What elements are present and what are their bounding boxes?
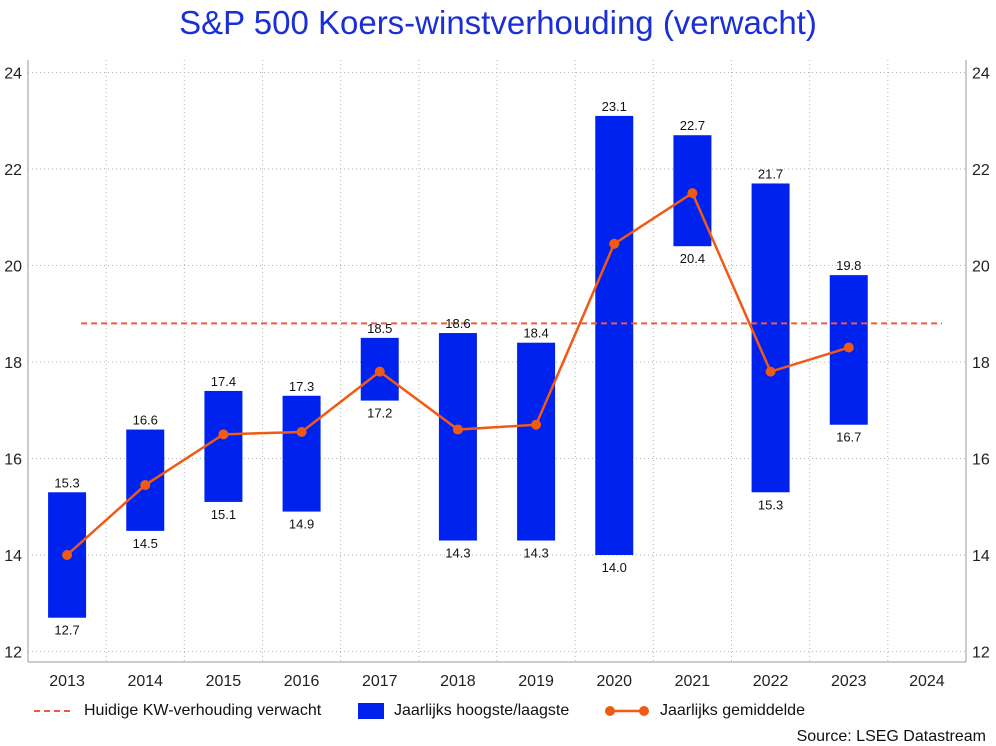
average-point xyxy=(531,419,542,430)
x-tick-label: 2024 xyxy=(909,673,945,690)
x-tick-label: 2022 xyxy=(753,673,789,690)
x-tick-label: 2015 xyxy=(206,673,242,690)
bar-low-label: 14.5 xyxy=(133,536,158,551)
bar-low-label: 20.4 xyxy=(680,251,705,266)
y-tick-label-left: 20 xyxy=(4,259,22,276)
average-point xyxy=(218,429,229,440)
x-tick-label: 2019 xyxy=(518,673,554,690)
legend-label-reference: Huidige KW-verhouding verwacht xyxy=(84,702,322,719)
range-bar xyxy=(204,390,243,502)
x-tick-label: 2021 xyxy=(675,673,711,690)
average-point xyxy=(296,426,307,437)
average-point xyxy=(687,188,698,199)
range-bar xyxy=(438,333,477,541)
y-tick-label-left: 22 xyxy=(4,162,22,179)
y-tick-label-left: 24 xyxy=(4,66,22,83)
average-point xyxy=(765,366,776,377)
range-bar xyxy=(282,395,321,512)
average-point xyxy=(140,480,151,491)
average-point xyxy=(374,366,385,377)
range-bar xyxy=(517,342,556,541)
bar-low-label: 15.3 xyxy=(758,497,783,512)
bar-high-label: 18.4 xyxy=(523,326,548,341)
x-tick-label: 2023 xyxy=(831,673,867,690)
bar-low-label: 14.0 xyxy=(602,560,627,575)
x-tick-label: 2014 xyxy=(127,673,163,690)
bar-low-label: 14.3 xyxy=(445,546,470,561)
range-bar xyxy=(751,183,790,493)
bar-high-label: 17.3 xyxy=(289,379,314,394)
bars xyxy=(48,115,868,618)
bar-high-label: 21.7 xyxy=(758,166,783,181)
average-line-group xyxy=(62,188,854,560)
y-tick-label-right: 20 xyxy=(972,259,990,276)
legend-item-bars: Jaarlijks hoogste/laagste xyxy=(358,702,569,720)
y-tick-label-right: 18 xyxy=(972,355,990,372)
x-tick-label: 2016 xyxy=(284,673,320,690)
bar-high-label: 22.7 xyxy=(680,118,705,133)
bar-low-label: 14.9 xyxy=(289,517,314,532)
y-tick-label-left: 16 xyxy=(4,452,22,469)
legend-item-average: Jaarlijks gemiddelde xyxy=(604,702,805,720)
bar-low-label: 16.7 xyxy=(836,430,861,445)
data-labels: 15.3 12.7 16.6 14.5 17.4 15.1 17.3 14.9 18.5 17.2… xyxy=(54,99,861,638)
bar-high-label: 15.3 xyxy=(54,475,79,490)
y-tick-label-right: 14 xyxy=(972,548,990,565)
average-point xyxy=(62,550,73,560)
legend-item-reference: Huidige KW-verhouding verwacht xyxy=(34,702,321,720)
average-point xyxy=(609,238,620,249)
bar-high-label: 18.6 xyxy=(445,316,470,331)
average-point xyxy=(452,424,463,435)
legend-bar-swatch xyxy=(358,703,384,719)
bar-high-label: 18.5 xyxy=(367,321,392,336)
y-tick-label-right: 24 xyxy=(972,66,990,83)
y-tick-label-right: 12 xyxy=(972,645,990,662)
y-tick-label-left: 14 xyxy=(4,548,22,565)
bar-high-label: 16.6 xyxy=(133,413,158,428)
bar-high-label: 23.1 xyxy=(602,99,627,114)
legend: Huidige KW-verhouding verwacht Jaarlijks… xyxy=(0,702,996,726)
x-tick-label: 2013 xyxy=(49,673,85,690)
y-tick-label-right: 22 xyxy=(972,162,990,179)
x-tick-label: 2020 xyxy=(596,673,632,690)
bar-low-label: 12.7 xyxy=(54,623,79,638)
x-tick-label: 2017 xyxy=(362,673,398,690)
y-tick-label-left: 12 xyxy=(4,645,22,662)
chart-title: S&P 500 Koers-winstverhouding (verwacht) xyxy=(179,4,817,41)
bar-low-label: 14.3 xyxy=(523,546,548,561)
bar-low-label: 15.1 xyxy=(211,507,236,522)
y-tick-label-left: 18 xyxy=(4,355,22,372)
legend-label-bars: Jaarlijks hoogste/laagste xyxy=(394,702,570,719)
source-note: Source: LSEG Datastream xyxy=(796,728,986,745)
average-point xyxy=(843,342,854,353)
legend-line-marker-swatch xyxy=(605,706,649,716)
legend-label-average: Jaarlijks gemiddelde xyxy=(660,702,805,719)
x-tick-label: 2018 xyxy=(440,673,476,690)
grid xyxy=(28,60,966,662)
bar-high-label: 17.4 xyxy=(211,374,236,389)
range-bar xyxy=(595,115,634,556)
legend-dashed-line-swatch xyxy=(34,710,74,712)
y-tick-label-right: 16 xyxy=(972,452,990,469)
bar-high-label: 19.8 xyxy=(836,258,861,273)
bar-low-label: 17.2 xyxy=(367,406,392,421)
